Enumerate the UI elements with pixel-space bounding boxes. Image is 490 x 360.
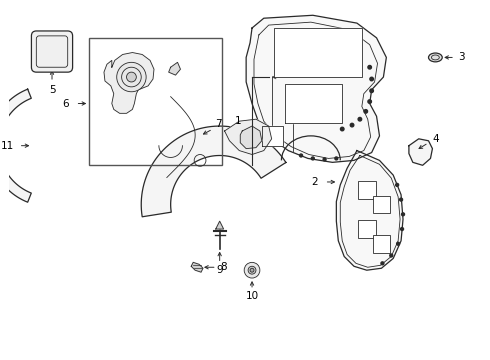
Polygon shape [0, 89, 31, 202]
Circle shape [311, 157, 314, 160]
Circle shape [358, 117, 362, 121]
Circle shape [368, 100, 371, 103]
Circle shape [396, 242, 399, 245]
Circle shape [248, 266, 256, 274]
Circle shape [401, 213, 404, 216]
Circle shape [364, 109, 368, 113]
Polygon shape [104, 53, 154, 113]
Circle shape [381, 262, 384, 265]
Polygon shape [141, 126, 286, 217]
Text: 9: 9 [217, 265, 223, 275]
Polygon shape [273, 28, 362, 77]
Polygon shape [409, 139, 433, 165]
Text: 2: 2 [312, 177, 318, 187]
Circle shape [323, 158, 326, 161]
Polygon shape [246, 15, 386, 162]
Text: 6: 6 [62, 99, 69, 108]
Text: 3: 3 [459, 53, 465, 62]
Bar [358, 181, 375, 199]
Circle shape [370, 89, 373, 93]
Text: 11: 11 [0, 141, 14, 151]
Circle shape [390, 254, 392, 257]
Polygon shape [224, 119, 271, 154]
Polygon shape [285, 84, 342, 123]
Polygon shape [240, 126, 262, 149]
Circle shape [399, 198, 402, 201]
Circle shape [335, 157, 338, 160]
Ellipse shape [429, 53, 442, 62]
Circle shape [250, 268, 254, 272]
Text: 4: 4 [432, 134, 439, 144]
Polygon shape [336, 150, 403, 270]
Circle shape [395, 184, 398, 186]
Circle shape [299, 154, 302, 157]
Polygon shape [216, 221, 223, 229]
Bar [372, 196, 390, 213]
Bar [372, 235, 390, 253]
Text: 8: 8 [220, 262, 227, 272]
Polygon shape [191, 262, 203, 272]
Text: 1: 1 [235, 116, 242, 126]
Circle shape [117, 62, 146, 92]
Circle shape [341, 127, 344, 131]
Circle shape [126, 72, 136, 82]
Circle shape [244, 262, 260, 278]
Text: 7: 7 [216, 119, 222, 129]
Bar [358, 220, 375, 238]
Circle shape [368, 66, 371, 69]
Circle shape [370, 77, 373, 81]
Polygon shape [169, 62, 180, 75]
Polygon shape [262, 126, 283, 146]
Bar [89, 38, 221, 165]
Text: 10: 10 [245, 291, 259, 301]
Circle shape [400, 228, 403, 230]
Circle shape [350, 123, 354, 127]
Text: 5: 5 [49, 85, 55, 95]
FancyBboxPatch shape [31, 31, 73, 72]
